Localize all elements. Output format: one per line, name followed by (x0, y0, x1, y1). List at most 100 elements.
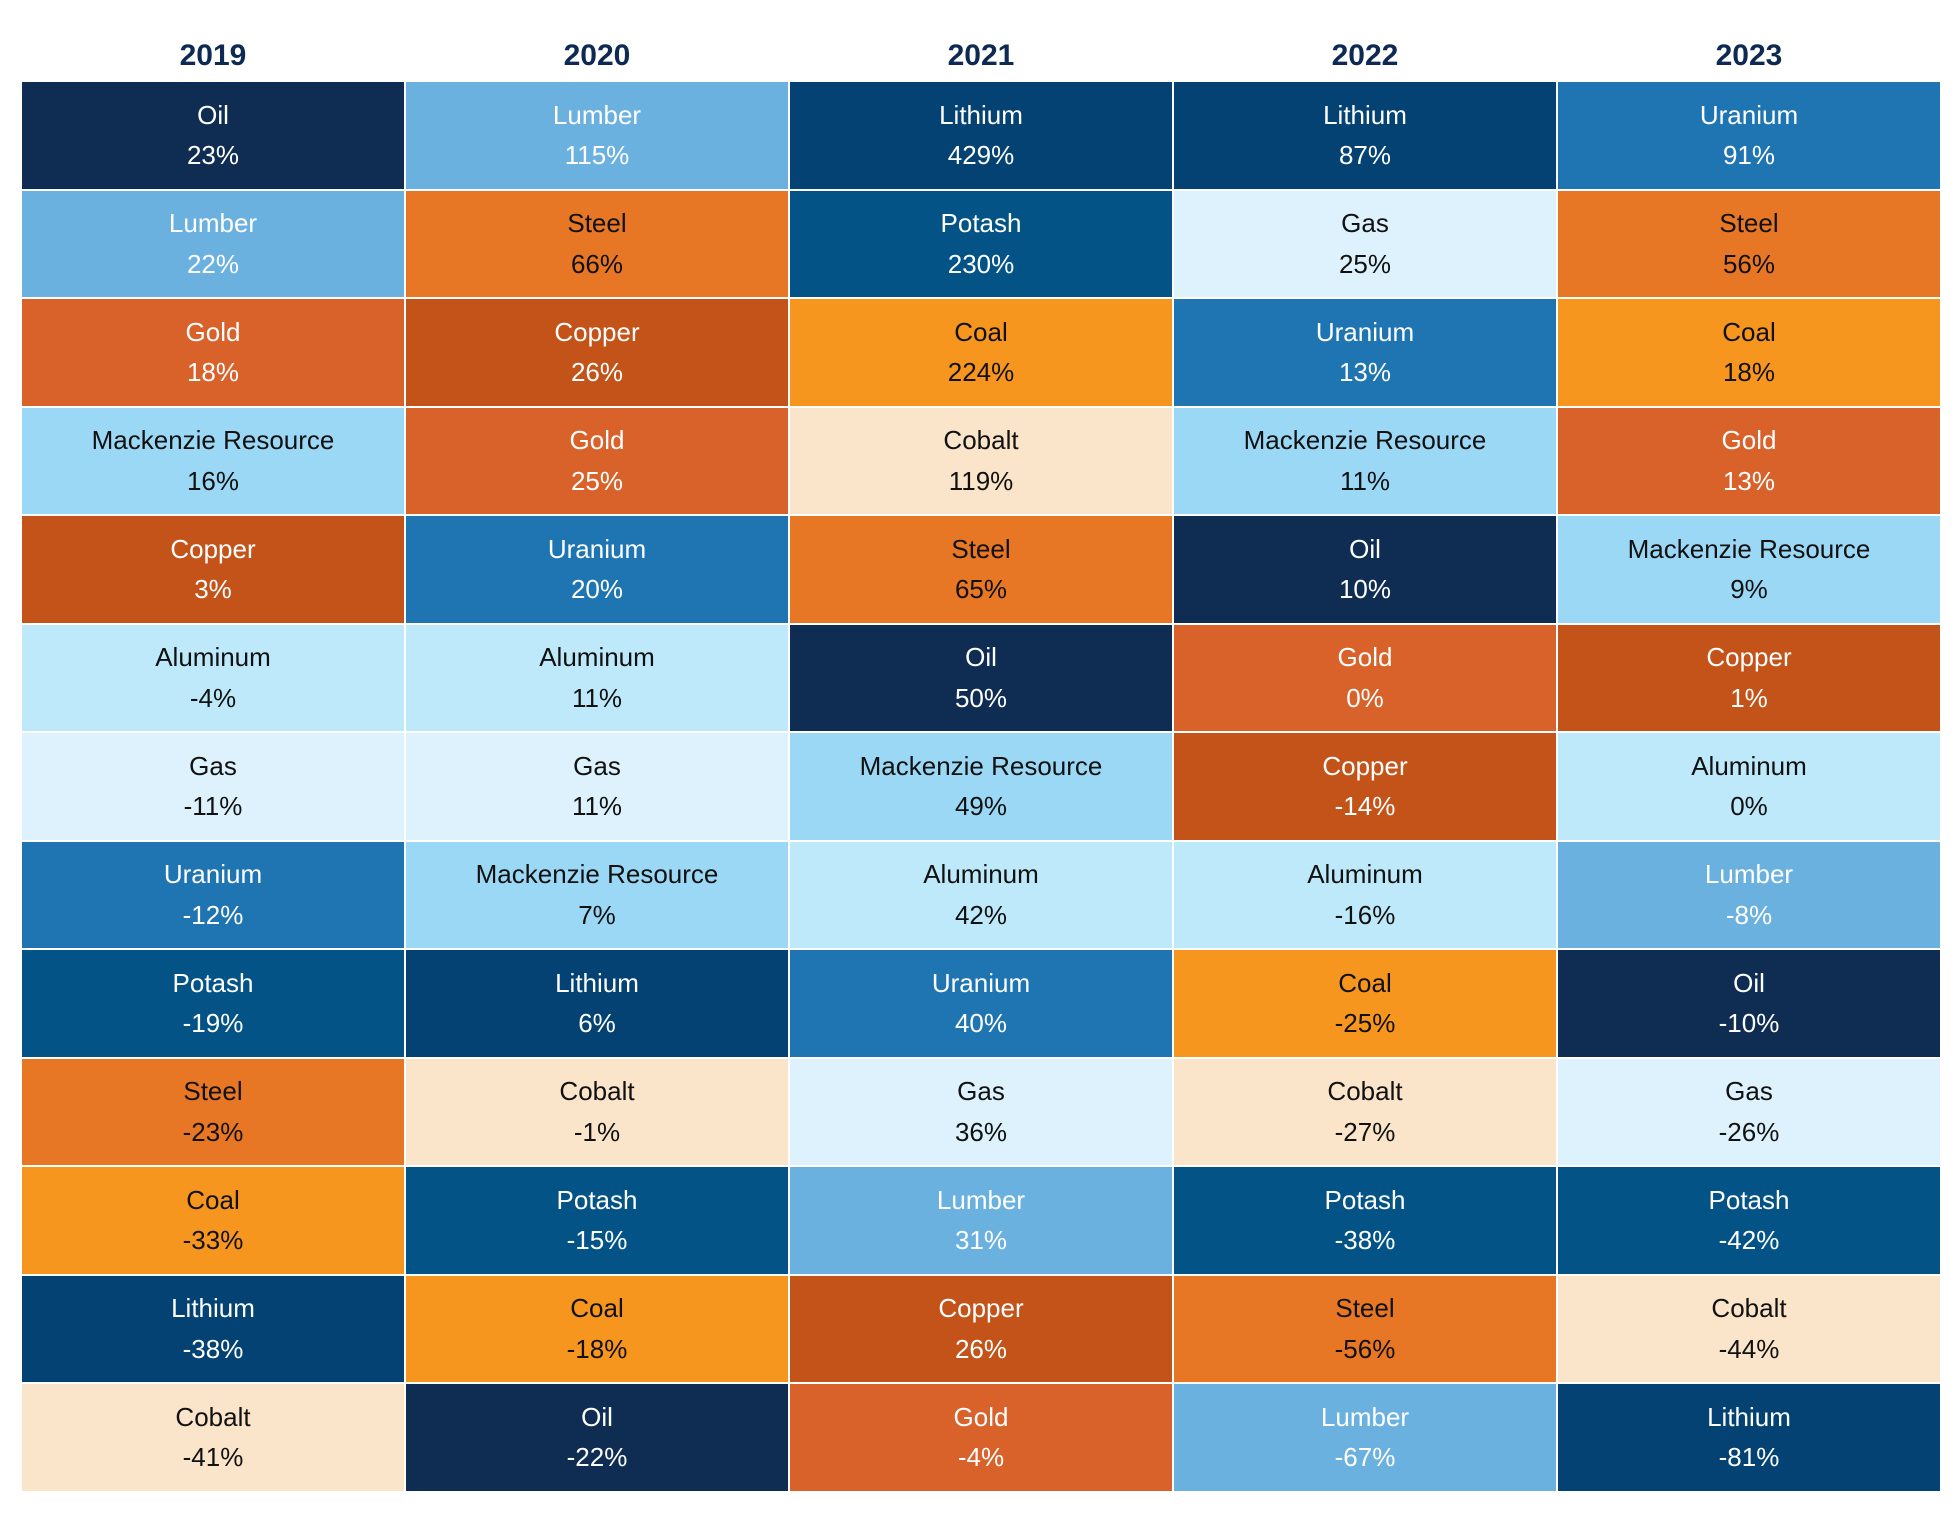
commodity-cell: Lithium -81% (1558, 1384, 1940, 1491)
commodity-return: -12% (182, 899, 244, 930)
commodity-cell: Gold 25% (406, 407, 788, 514)
commodity-return: 11% (571, 682, 623, 713)
commodity-cell: Lithium -38% (22, 1275, 404, 1382)
commodity-return: -42% (1718, 1225, 1780, 1256)
commodity-cell: Gas 36% (790, 1058, 1172, 1165)
commodity-cell: Oil 23% (22, 82, 404, 189)
commodity-name: Oil (1733, 967, 1765, 998)
commodity-return: 115% (564, 140, 630, 171)
commodity-name: Mackenzie Resource (1243, 425, 1487, 456)
commodity-return: 22% (186, 248, 240, 279)
commodity-name: Lithium (171, 1293, 255, 1324)
commodity-cell: Lithium 6% (406, 950, 788, 1057)
commodity-return: -10% (1718, 1008, 1780, 1039)
commodity-name: Aluminum (1307, 859, 1423, 890)
commodity-name: Copper (1706, 642, 1792, 673)
commodity-name: Coal (1722, 316, 1776, 347)
commodity-return: 18% (186, 357, 240, 388)
year-header: 2020 (563, 39, 631, 72)
commodity-return: -4% (957, 1442, 1005, 1473)
commodity-name: Mackenzie Resource (859, 750, 1103, 781)
year-header: 2022 (1331, 39, 1399, 72)
commodity-cell: Coal 224% (790, 299, 1172, 406)
commodity-cell: Mackenzie Resource 9% (1558, 516, 1940, 623)
commodity-name: Coal (1338, 967, 1392, 998)
commodity-cell: Gas 11% (406, 733, 788, 840)
commodity-return: 40% (954, 1008, 1008, 1039)
commodity-return: 26% (570, 357, 624, 388)
commodity-return: 23% (186, 140, 240, 171)
year-header: 2023 (1715, 39, 1783, 72)
commodity-cell: Steel -56% (1174, 1275, 1556, 1382)
commodity-return: 3% (194, 574, 232, 605)
year-column: 2019 Oil 23% Lumber 22% Gold 18% Mackenzie Reso… (22, 30, 404, 1493)
commodity-return: 9% (1730, 574, 1768, 605)
commodity-name: Aluminum (155, 642, 271, 673)
commodity-name: Cobalt (175, 1401, 251, 1432)
commodity-cell: Copper 26% (790, 1275, 1172, 1382)
commodity-cell: Cobalt -44% (1558, 1275, 1940, 1382)
commodity-return: 25% (570, 465, 624, 496)
commodity-name: Potash (940, 208, 1022, 239)
commodity-name: Oil (1349, 533, 1381, 564)
commodity-name: Gas (573, 750, 621, 781)
commodity-name: Copper (170, 533, 256, 564)
commodity-cell: Steel 65% (790, 516, 1172, 623)
commodity-cell: Gas 25% (1174, 190, 1556, 297)
commodity-return: 49% (954, 791, 1008, 822)
commodity-return: -38% (1334, 1225, 1396, 1256)
commodity-return: -41% (182, 1442, 244, 1473)
commodity-return: 0% (1730, 791, 1768, 822)
commodity-cell: Mackenzie Resource 7% (406, 841, 788, 948)
commodity-cell: Copper -14% (1174, 733, 1556, 840)
commodity-cell: Potash -38% (1174, 1167, 1556, 1274)
commodity-cell: Gold 13% (1558, 407, 1940, 514)
commodity-cell: Mackenzie Resource 49% (790, 733, 1172, 840)
commodity-return: 42% (954, 899, 1008, 930)
commodity-cell: Copper 1% (1558, 624, 1940, 731)
commodity-cell: Uranium 40% (790, 950, 1172, 1057)
commodity-return: 91% (1722, 140, 1776, 171)
commodity-name: Gold (1721, 425, 1777, 456)
commodity-return: 65% (954, 574, 1008, 605)
commodity-cell: Lumber 31% (790, 1167, 1172, 1274)
commodity-cell: Uranium 20% (406, 516, 788, 623)
commodity-cell: Uranium 91% (1558, 82, 1940, 189)
commodity-name: Gold (185, 316, 241, 347)
commodity-return: 16% (186, 465, 240, 496)
commodity-cell: Uranium 13% (1174, 299, 1556, 406)
year-column: 2020 Lumber 115% Steel 66% Copper 26% Gold 25% Ur… (406, 30, 788, 1493)
commodity-name: Cobalt (1711, 1293, 1787, 1324)
commodity-return: -23% (182, 1116, 244, 1147)
commodity-return: 6% (578, 1008, 616, 1039)
commodity-cell: Gold -4% (790, 1384, 1172, 1491)
commodity-name: Uranium (163, 859, 263, 890)
commodity-return: 31% (954, 1225, 1008, 1256)
commodity-cell: Mackenzie Resource 16% (22, 407, 404, 514)
commodity-return: -16% (1334, 899, 1396, 930)
commodity-return: 224% (947, 357, 1015, 388)
commodity-return: -27% (1334, 1116, 1396, 1147)
commodity-name: Uranium (547, 533, 647, 564)
commodity-cell: Lithium 87% (1174, 82, 1556, 189)
commodity-name: Gas (1725, 1076, 1773, 1107)
commodity-name: Uranium (1699, 99, 1799, 130)
commodity-name: Gas (1341, 208, 1389, 239)
commodity-cell: Oil 10% (1174, 516, 1556, 623)
commodity-name: Uranium (931, 967, 1031, 998)
commodity-cell: Coal -33% (22, 1167, 404, 1274)
commodity-cell: Steel 66% (406, 190, 788, 297)
commodity-name: Oil (197, 99, 229, 130)
commodity-cell: Oil -22% (406, 1384, 788, 1491)
commodity-name: Steel (1719, 208, 1779, 239)
commodity-name: Copper (1322, 750, 1408, 781)
commodity-cell: Aluminum 0% (1558, 733, 1940, 840)
commodity-cell: Coal -18% (406, 1275, 788, 1382)
commodity-cell: Lumber 115% (406, 82, 788, 189)
commodity-name: Mackenzie Resource (91, 425, 335, 456)
commodity-name: Lithium (555, 967, 639, 998)
commodity-name: Gas (189, 750, 237, 781)
commodity-return: 10% (1338, 574, 1392, 605)
commodity-name: Potash (1324, 1184, 1406, 1215)
commodity-return: -4% (189, 682, 237, 713)
